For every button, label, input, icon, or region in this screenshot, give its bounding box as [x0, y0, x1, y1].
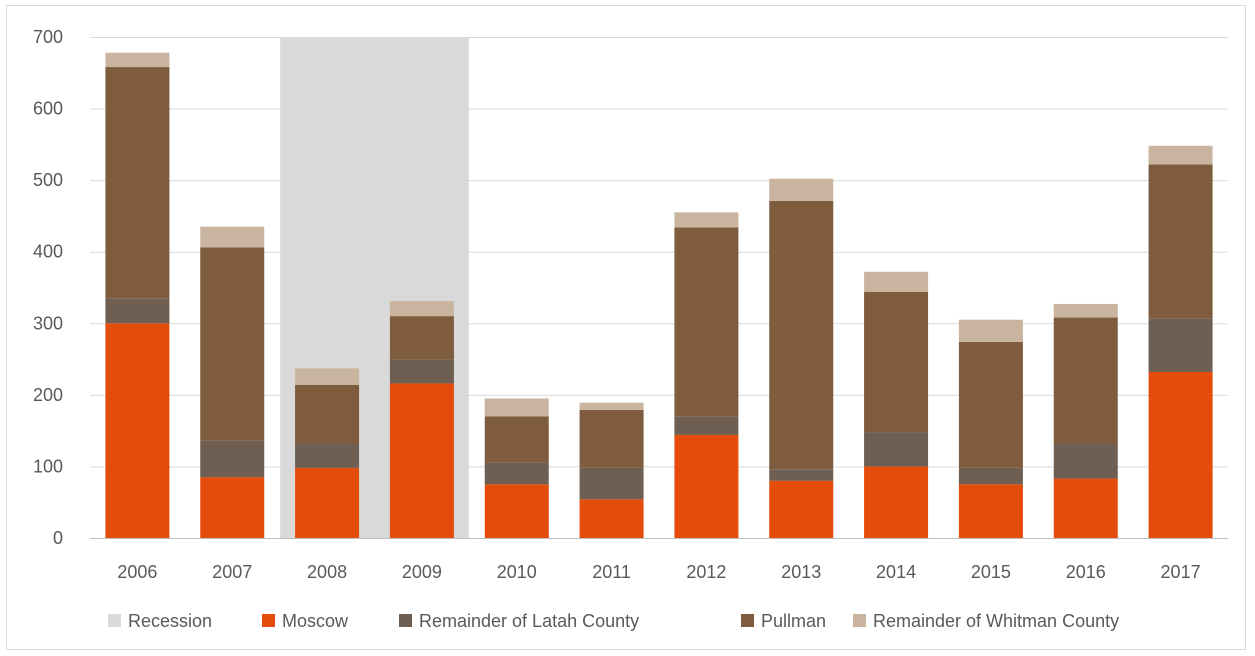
- legend-swatch-remainder-of-whitman-county: [853, 614, 866, 627]
- bar-2007-moscow: [200, 477, 264, 538]
- bar-2015-pullman: [959, 342, 1023, 468]
- bar-2009-remainder-of-whitman-county: [390, 301, 454, 316]
- bar-2017-remainder-of-whitman-county: [1149, 146, 1213, 165]
- bar-2008-remainder-of-whitman-county: [295, 368, 359, 384]
- bar-2010-remainder-of-whitman-county: [485, 398, 549, 416]
- bar-2010-moscow: [485, 484, 549, 538]
- legend-item-remainder-of-latah-county: Remainder of Latah County: [399, 611, 639, 631]
- bar-2013-moscow: [769, 481, 833, 538]
- bar-2009-remainder-of-latah-county: [390, 360, 454, 384]
- legend-label-remainder-of-latah-county: Remainder of Latah County: [419, 611, 639, 631]
- bar-2008-moscow: [295, 468, 359, 538]
- bar-2017-pullman: [1149, 164, 1213, 318]
- x-tick-label-2008: 2008: [307, 562, 347, 582]
- bar-2012-remainder-of-latah-county: [674, 416, 738, 435]
- bar-2013-pullman: [769, 201, 833, 469]
- y-axis: 0 100 200 300 400 500 600 700: [33, 27, 63, 548]
- bar-2012-moscow: [674, 435, 738, 538]
- bar-2014-pullman: [864, 292, 928, 432]
- x-axis: 2006 2007 2008 2009 2010 2011 2012 2013 2014 2015…: [117, 562, 1200, 582]
- legend: Recession Moscow Remainder of Latah County…: [108, 611, 1119, 631]
- legend-swatch-recession: [108, 614, 121, 627]
- bar-2015-remainder-of-latah-county: [959, 468, 1023, 484]
- legend-label-remainder-of-whitman-county: Remainder of Whitman County: [873, 611, 1119, 631]
- bar-2006-pullman: [105, 67, 169, 298]
- bar-2017-remainder-of-latah-county: [1149, 318, 1213, 372]
- bar-2015-moscow: [959, 484, 1023, 538]
- x-tick-label-2014: 2014: [876, 562, 916, 582]
- x-tick-label-2007: 2007: [212, 562, 252, 582]
- y-tick-label-500: 500: [33, 170, 63, 190]
- bar-2013-remainder-of-latah-county: [769, 469, 833, 480]
- x-tick-label-2015: 2015: [971, 562, 1011, 582]
- x-tick-label-2006: 2006: [117, 562, 157, 582]
- x-tick-label-2011: 2011: [592, 562, 631, 582]
- bar-2011-pullman: [580, 410, 644, 468]
- bar-2006-remainder-of-latah-county: [105, 298, 169, 323]
- bar-2009-pullman: [390, 316, 454, 360]
- x-tick-label-2009: 2009: [402, 562, 442, 582]
- bar-2015-remainder-of-whitman-county: [959, 320, 1023, 342]
- x-tick-label-2017: 2017: [1161, 562, 1201, 582]
- y-tick-label-400: 400: [33, 242, 63, 262]
- bar-2008-pullman: [295, 385, 359, 444]
- x-tick-label-2016: 2016: [1066, 562, 1106, 582]
- legend-swatch-pullman: [741, 614, 754, 627]
- bar-2011-remainder-of-latah-county: [580, 468, 644, 499]
- bar-2006-moscow: [105, 323, 169, 538]
- x-tick-label-2010: 2010: [497, 562, 537, 582]
- y-tick-label-300: 300: [33, 313, 63, 333]
- bar-2014-moscow: [864, 466, 928, 538]
- bar-2006-remainder-of-whitman-county: [105, 53, 169, 67]
- legend-item-recession: Recession: [108, 611, 212, 631]
- bar-2012-pullman: [674, 227, 738, 416]
- bar-2014-remainder-of-latah-county: [864, 432, 928, 466]
- bar-2008-remainder-of-latah-county: [295, 444, 359, 468]
- y-tick-label-600: 600: [33, 99, 63, 119]
- bar-2007-remainder-of-latah-county: [200, 441, 264, 478]
- bar-2011-moscow: [580, 499, 644, 538]
- bar-2007-remainder-of-whitman-county: [200, 227, 264, 248]
- legend-label-moscow: Moscow: [282, 611, 349, 631]
- x-tick-label-2013: 2013: [781, 562, 821, 582]
- x-tick-label-2012: 2012: [686, 562, 726, 582]
- bar-2016-remainder-of-whitman-county: [1054, 304, 1118, 318]
- bar-2017-moscow: [1149, 372, 1213, 538]
- legend-item-remainder-of-whitman-county: Remainder of Whitman County: [853, 611, 1119, 631]
- bar-2016-remainder-of-latah-county: [1054, 444, 1118, 479]
- bar-2007-pullman: [200, 247, 264, 440]
- bar-2011-remainder-of-whitman-county: [580, 403, 644, 410]
- legend-label-recession: Recession: [128, 611, 212, 631]
- y-tick-label-100: 100: [33, 456, 63, 476]
- legend-item-pullman: Pullman: [741, 611, 826, 631]
- bar-2009-moscow: [390, 383, 454, 538]
- bar-2014-remainder-of-whitman-county: [864, 272, 928, 292]
- y-tick-label-0: 0: [53, 528, 63, 548]
- legend-label-pullman: Pullman: [761, 611, 826, 631]
- bar-2010-remainder-of-latah-county: [485, 463, 549, 484]
- bar-2010-pullman: [485, 416, 549, 463]
- bar-2013-remainder-of-whitman-county: [769, 179, 833, 201]
- bar-2016-pullman: [1054, 318, 1118, 444]
- bar-2016-moscow: [1054, 479, 1118, 538]
- bars: [105, 53, 1212, 538]
- bar-2012-remainder-of-whitman-county: [674, 212, 738, 227]
- legend-swatch-remainder-of-latah-county: [399, 614, 412, 627]
- legend-item-moscow: Moscow: [262, 611, 349, 631]
- legend-swatch-moscow: [262, 614, 275, 627]
- y-tick-label-700: 700: [33, 27, 63, 47]
- y-tick-label-200: 200: [33, 385, 63, 405]
